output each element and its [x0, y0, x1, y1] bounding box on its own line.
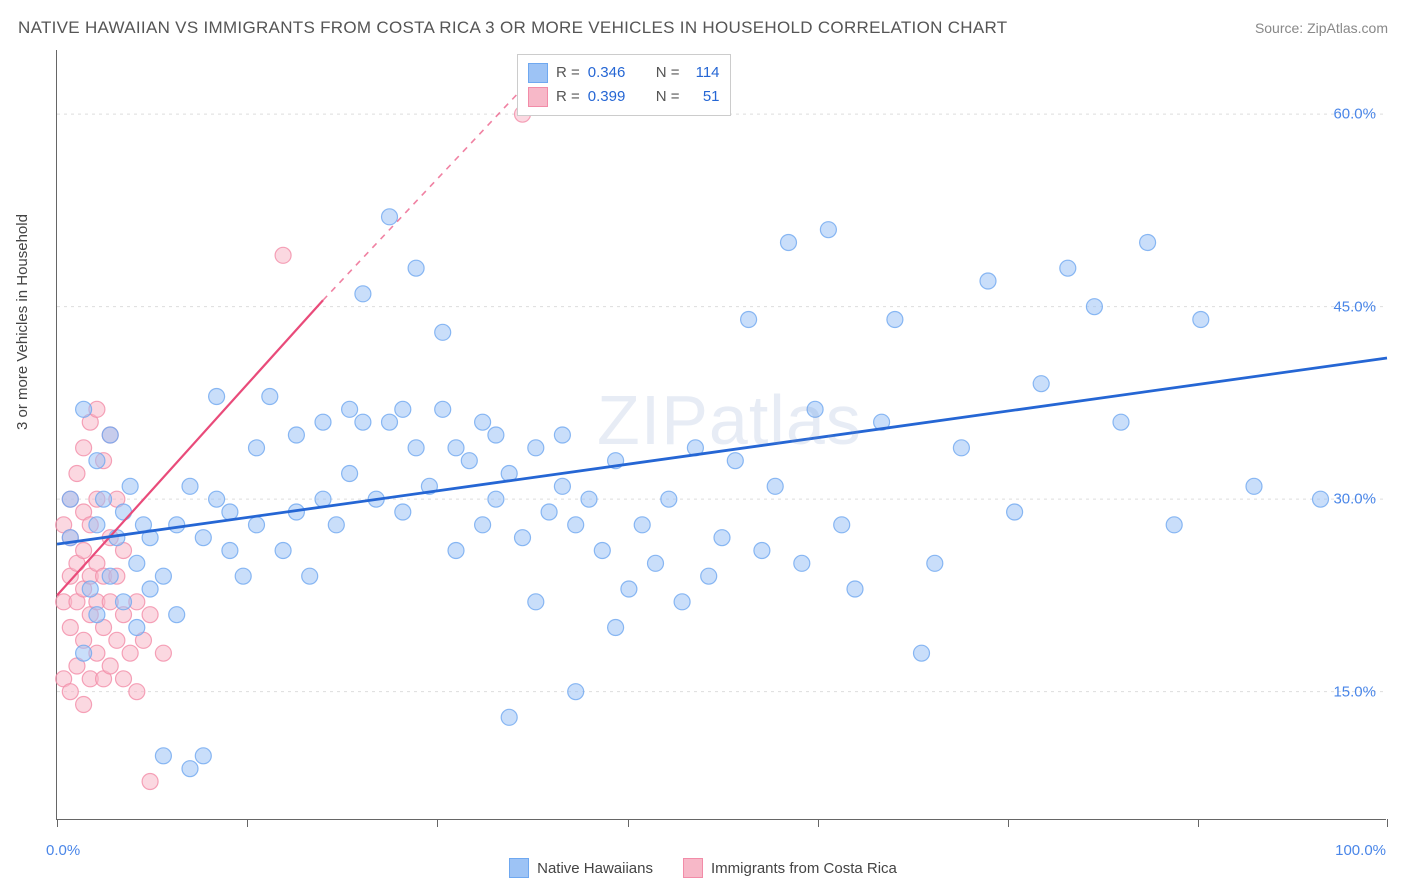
x-max-label: 100.0%	[1335, 842, 1386, 859]
y-tick-label: 60.0%	[1333, 106, 1376, 123]
legend-label-blue: Native Hawaiians	[537, 860, 653, 877]
x-tick-mark	[437, 819, 438, 827]
swatch-pink	[528, 87, 548, 107]
y-tick-label: 30.0%	[1333, 491, 1376, 508]
x-tick-mark	[1198, 819, 1199, 827]
x-tick-mark	[628, 819, 629, 827]
chart-title: NATIVE HAWAIIAN VS IMMIGRANTS FROM COSTA…	[18, 18, 1007, 38]
r-label: R =	[556, 85, 580, 109]
y-axis-label: 3 or more Vehicles in Household	[14, 214, 31, 430]
plot-area: ZIPatlas R = 0.346 N = 114 R = 0.399 N =…	[56, 50, 1386, 820]
n-label: N =	[656, 61, 680, 85]
n-value-pink: 51	[688, 85, 720, 109]
n-label: N =	[656, 85, 680, 109]
stats-row-pink: R = 0.399 N = 51	[528, 85, 720, 109]
series-legend: Native Hawaiians Immigrants from Costa R…	[0, 858, 1406, 878]
swatch-blue-icon	[509, 858, 529, 878]
swatch-pink-icon	[683, 858, 703, 878]
y-tick-label: 15.0%	[1333, 683, 1376, 700]
swatch-blue	[528, 63, 548, 83]
y-tick-label: 45.0%	[1333, 298, 1376, 315]
legend-item-pink: Immigrants from Costa Rica	[683, 858, 897, 878]
r-value-blue: 0.346	[588, 61, 638, 85]
chart-svg	[57, 50, 1386, 819]
x-tick-mark	[247, 819, 248, 827]
r-label: R =	[556, 61, 580, 85]
r-value-pink: 0.399	[588, 85, 638, 109]
x-tick-mark	[818, 819, 819, 827]
n-value-blue: 114	[688, 61, 720, 85]
x-tick-mark	[1008, 819, 1009, 827]
stats-legend: R = 0.346 N = 114 R = 0.399 N = 51	[517, 54, 731, 116]
x-tick-mark	[57, 819, 58, 827]
legend-label-pink: Immigrants from Costa Rica	[711, 860, 897, 877]
legend-item-blue: Native Hawaiians	[509, 858, 653, 878]
stats-row-blue: R = 0.346 N = 114	[528, 61, 720, 85]
x-min-label: 0.0%	[46, 842, 80, 859]
chart-source: Source: ZipAtlas.com	[1255, 20, 1388, 36]
x-tick-mark	[1387, 819, 1388, 827]
